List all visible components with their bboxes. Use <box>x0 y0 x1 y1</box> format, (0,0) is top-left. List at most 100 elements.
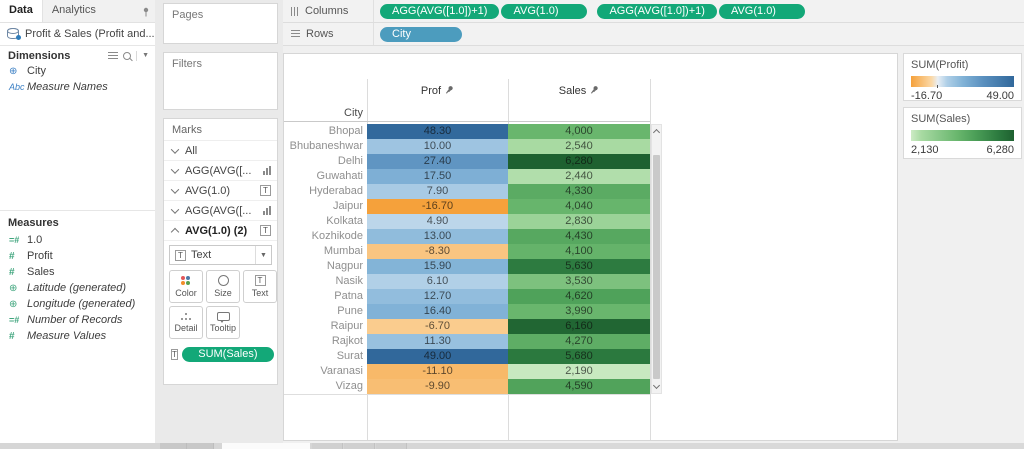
row-label-bhubaneshwar[interactable]: Bhubaneshwar <box>289 140 363 152</box>
cell-prof[interactable]: 11.30 <box>367 334 508 349</box>
cell-prof[interactable]: 27.40 <box>367 154 508 169</box>
cell-sales[interactable]: 2,440 <box>508 169 650 184</box>
measure-profit[interactable]: # Profit <box>0 248 155 264</box>
row-dimension-header[interactable]: City <box>344 107 363 119</box>
cell-sales[interactable]: 2,190 <box>508 364 650 379</box>
scroll-down-icon[interactable] <box>652 380 661 393</box>
row-label-pune[interactable]: Pune <box>337 305 363 317</box>
row-label-patna[interactable]: Patna <box>334 290 363 302</box>
scrollbar-thumb[interactable] <box>653 155 660 379</box>
row-label-delhi[interactable]: Delhi <box>337 155 363 167</box>
text-button[interactable]: T Text <box>243 270 277 303</box>
row-label-surat[interactable]: Surat <box>336 350 363 362</box>
statusbar-segment[interactable] <box>160 443 187 449</box>
marks-row-agg-avg-[interactable]: AGG(AVG([... <box>164 201 277 221</box>
legend-sum-sales[interactable]: SUM(Sales) 2,130 6,280 <box>903 107 1022 159</box>
cell-sales[interactable]: 3,990 <box>508 304 650 319</box>
dimension-city[interactable]: ⊕ City <box>0 63 155 79</box>
marks-row-avg-1-0-[interactable]: AVG(1.0) T <box>164 181 277 201</box>
row-label-raipur[interactable]: Raipur <box>330 320 363 332</box>
cell-sales[interactable]: 6,280 <box>508 154 650 169</box>
color-button[interactable]: Color <box>169 270 203 303</box>
marks-row-all[interactable]: All <box>164 141 277 161</box>
chevron-down-icon[interactable] <box>170 204 180 214</box>
cell-sales[interactable]: 5,680 <box>508 349 650 364</box>
cell-prof[interactable]: 48.30 <box>367 124 508 139</box>
measure-1-0[interactable]: =# 1.0 <box>0 232 155 248</box>
cell-prof[interactable]: 16.40 <box>367 304 508 319</box>
statusbar-segment[interactable] <box>187 443 214 449</box>
measure-measure-values[interactable]: # Measure Values <box>0 328 155 344</box>
cell-prof[interactable]: -16.70 <box>367 199 508 214</box>
cell-sales[interactable]: 3,530 <box>508 274 650 289</box>
columns-pill-1[interactable]: AVG(1.0) <box>501 3 588 19</box>
cell-prof[interactable]: 15.90 <box>367 259 508 274</box>
chevron-down-icon[interactable] <box>170 184 180 194</box>
tooltip-button[interactable]: Tooltip <box>206 306 240 339</box>
chevron-down-icon[interactable] <box>170 144 180 154</box>
cell-sales[interactable]: 5,630 <box>508 259 650 274</box>
cell-sales[interactable]: 4,620 <box>508 289 650 304</box>
row-label-nagpur[interactable]: Nagpur <box>326 260 363 272</box>
row-label-jaipur[interactable]: Jaipur <box>333 200 363 212</box>
dropdown-caret-icon[interactable]: ▼ <box>255 246 271 264</box>
cell-prof[interactable]: -6.70 <box>367 319 508 334</box>
cell-prof[interactable]: 7.90 <box>367 184 508 199</box>
row-label-bhopal[interactable]: Bhopal <box>328 125 363 137</box>
cell-sales[interactable]: 4,270 <box>508 334 650 349</box>
row-label-mumbai[interactable]: Mumbai <box>323 245 363 257</box>
row-label-hyderabad[interactable]: Hyderabad <box>309 185 363 197</box>
tab-data[interactable]: Data <box>0 0 43 22</box>
chevron-up-icon[interactable] <box>170 227 180 237</box>
row-label-guwahati[interactable]: Guwahati <box>316 170 363 182</box>
vertical-scrollbar[interactable] <box>651 124 662 394</box>
legend-sum-profit[interactable]: SUM(Profit) -16.70 49.00 <box>903 53 1022 102</box>
cell-prof[interactable]: -8.30 <box>367 244 508 259</box>
cell-prof[interactable]: -9.90 <box>367 379 508 394</box>
size-button[interactable]: Size <box>206 270 240 303</box>
row-label-nasik[interactable]: Nasik <box>335 275 363 287</box>
pane-pin-icon[interactable] <box>142 0 155 22</box>
cell-prof[interactable]: 6.10 <box>367 274 508 289</box>
cell-sales[interactable]: 4,430 <box>508 229 650 244</box>
measure-longitude-generated-[interactable]: ⊕ Longitude (generated) <box>0 296 155 312</box>
cell-prof[interactable]: 17.50 <box>367 169 508 184</box>
cell-prof[interactable]: -11.10 <box>367 364 508 379</box>
cell-prof[interactable]: 13.00 <box>367 229 508 244</box>
cell-sales[interactable]: 6,160 <box>508 319 650 334</box>
mark-type-dropdown[interactable]: T Text ▼ <box>169 245 272 265</box>
column-header-prof[interactable]: Prof <box>367 85 508 97</box>
statusbar-segment[interactable] <box>344 443 375 449</box>
cell-sales[interactable]: 2,540 <box>508 139 650 154</box>
cell-sales[interactable]: 4,330 <box>508 184 650 199</box>
tab-analytics[interactable]: Analytics <box>51 4 96 16</box>
cell-prof[interactable]: 10.00 <box>367 139 508 154</box>
cell-sales[interactable]: 4,040 <box>508 199 650 214</box>
cell-sales[interactable]: 4,590 <box>508 379 650 394</box>
measure-sales[interactable]: # Sales <box>0 264 155 280</box>
encoding-pill-sum-sales[interactable]: SUM(Sales) <box>181 347 274 362</box>
columns-pill-0[interactable]: AGG(AVG([1.0])+1) <box>380 3 500 19</box>
row-label-vizag[interactable]: Vizag <box>335 380 363 392</box>
row-label-kozhikode[interactable]: Kozhikode <box>311 230 363 242</box>
cell-sales[interactable]: 2,830 <box>508 214 650 229</box>
columns-pill-2[interactable]: AGG(AVG([1.0])+1) <box>597 3 717 19</box>
active-sheet-tab[interactable] <box>222 443 310 449</box>
statusbar-segment[interactable] <box>376 443 407 449</box>
cell-sales[interactable]: 4,000 <box>508 124 650 139</box>
datasource-row[interactable]: Profit & Sales (Profit and... <box>0 24 155 43</box>
rows-pill-0[interactable]: City <box>380 26 462 42</box>
cell-prof[interactable]: 49.00 <box>367 349 508 364</box>
row-label-varanasi[interactable]: Varanasi <box>320 365 363 377</box>
statusbar-segment[interactable] <box>312 443 343 449</box>
measure-latitude-generated-[interactable]: ⊕ Latitude (generated) <box>0 280 155 296</box>
chevron-down-icon[interactable] <box>170 164 180 174</box>
measure-number-of-records[interactable]: =# Number of Records <box>0 312 155 328</box>
column-header-sales[interactable]: Sales <box>508 85 650 97</box>
marks-row-avg-1-0-2-[interactable]: AVG(1.0) (2) T <box>164 221 277 241</box>
cell-sales[interactable]: 4,100 <box>508 244 650 259</box>
cell-prof[interactable]: 12.70 <box>367 289 508 304</box>
search-icon[interactable] <box>123 51 132 60</box>
cell-prof[interactable]: 4.90 <box>367 214 508 229</box>
row-label-kolkata[interactable]: Kolkata <box>326 215 363 227</box>
